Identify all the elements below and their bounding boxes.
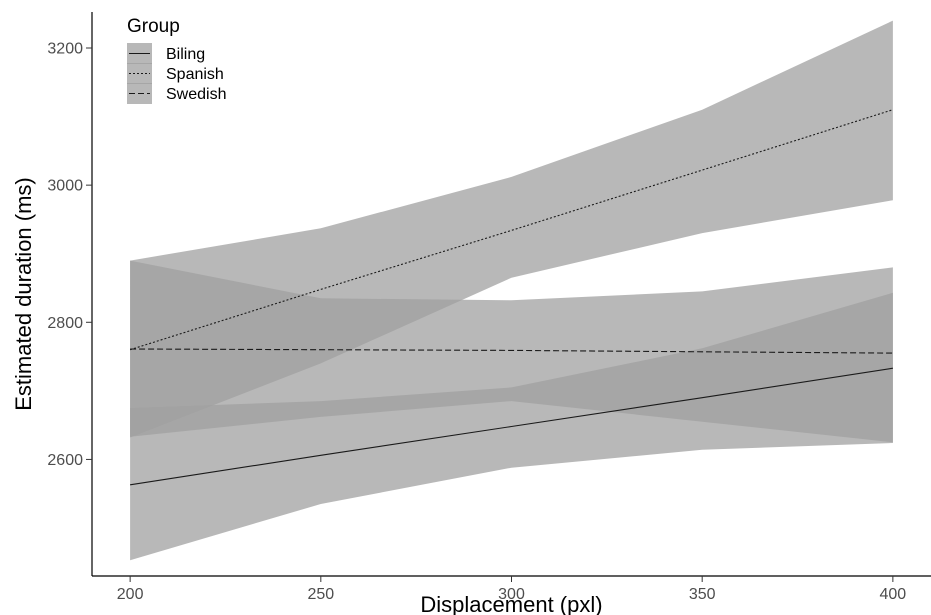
legend-label-spanish: Spanish xyxy=(166,66,224,83)
legend-title: Group xyxy=(127,16,180,37)
x-tick-label: 250 xyxy=(307,586,334,603)
confidence-bands xyxy=(130,20,893,561)
legend-label-biling: Biling xyxy=(166,46,205,63)
x-axis-title: Displacement (pxl) xyxy=(420,592,602,615)
y-axis-title: Estimated duration (ms) xyxy=(11,177,36,411)
y-axis-ticks: 2600 2800 3000 3200 xyxy=(47,41,92,469)
series-lines xyxy=(129,109,894,486)
swedish-confidence-band xyxy=(130,260,893,443)
x-tick-label: 350 xyxy=(689,586,716,603)
biling-line xyxy=(130,367,893,486)
legend: Group Biling Spanish Swedish xyxy=(127,16,226,104)
legend-key-spanish xyxy=(127,63,152,84)
x-tick-label: 200 xyxy=(117,586,144,603)
x-axis-ticks: 200 250 300 350 400 xyxy=(117,576,907,603)
y-tick-label: 2800 xyxy=(47,315,83,332)
y-tick-label: 3000 xyxy=(47,178,83,195)
legend-items: Biling Spanish Swedish xyxy=(127,43,226,104)
swedish-line xyxy=(130,348,893,354)
x-tick-label: 400 xyxy=(880,586,907,603)
y-tick-label: 2600 xyxy=(47,452,83,469)
y-tick-label: 3200 xyxy=(47,41,83,58)
legend-label-swedish: Swedish xyxy=(166,86,226,103)
x-tick-label: 300 xyxy=(498,586,525,603)
spanish-line xyxy=(129,109,894,351)
